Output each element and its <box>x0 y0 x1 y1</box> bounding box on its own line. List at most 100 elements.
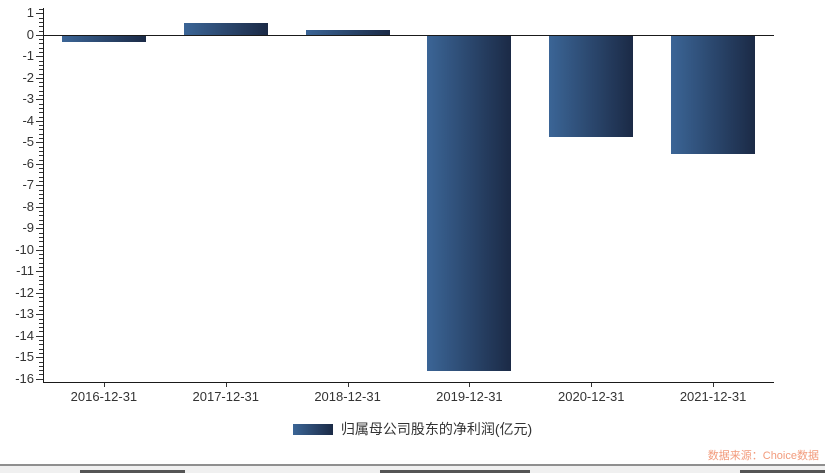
y-axis-label: 1 <box>26 5 34 21</box>
bar-2018-12-31[interactable] <box>305 30 390 35</box>
y-axis-tick <box>36 34 43 36</box>
y-axis-minor-tick <box>39 64 43 66</box>
y-axis-minor-tick <box>39 9 43 11</box>
x-axis-tick <box>591 382 593 387</box>
y-axis-tick <box>36 120 43 122</box>
y-axis-minor-tick <box>39 361 43 363</box>
cutoff-text-fragment <box>740 470 825 473</box>
y-axis-minor-tick <box>39 352 43 354</box>
y-axis-minor-tick <box>39 112 43 114</box>
y-axis-tick <box>36 335 43 337</box>
y-axis-minor-tick <box>39 107 43 109</box>
y-axis-tick <box>36 142 43 144</box>
y-axis-label: 0 <box>26 26 34 42</box>
y-axis-minor-tick <box>39 172 43 174</box>
y-axis-minor-tick <box>39 279 43 281</box>
x-axis-tick <box>347 382 349 387</box>
y-axis-tick <box>36 56 43 58</box>
y-axis-tick <box>36 292 43 294</box>
y-axis-minor-tick <box>39 245 43 247</box>
zero-line <box>43 34 774 36</box>
y-axis-minor-tick <box>39 262 43 264</box>
y-axis-tick <box>36 99 43 101</box>
y-axis-minor-tick <box>39 47 43 49</box>
x-axis-tick <box>469 382 471 387</box>
y-axis-minor-tick <box>39 305 43 307</box>
cutoff-text-fragment <box>380 470 530 473</box>
y-axis-tick <box>36 185 43 187</box>
bar-2019-12-31[interactable] <box>427 34 512 372</box>
y-axis-minor-tick <box>39 344 43 346</box>
y-axis-minor-tick <box>39 224 43 226</box>
y-axis-minor-tick <box>39 288 43 290</box>
y-axis-minor-tick <box>39 26 43 28</box>
y-axis-minor-tick <box>39 189 43 191</box>
chart-legend: 归属母公司股东的净利润(亿元) <box>0 419 825 439</box>
y-axis-label: -12 <box>15 284 34 300</box>
y-axis-label: -9 <box>22 220 34 236</box>
y-axis-minor-tick <box>39 159 43 161</box>
y-axis-tick <box>36 378 43 380</box>
bar-2017-12-31[interactable] <box>183 23 268 35</box>
x-axis-label: 2016-12-31 <box>70 389 138 404</box>
y-axis-minor-tick <box>39 69 43 71</box>
y-axis-tick <box>36 206 43 208</box>
y-axis-minor-tick <box>39 215 43 217</box>
y-axis-minor-tick <box>39 21 43 23</box>
y-axis-label: -7 <box>22 177 34 193</box>
y-axis-minor-tick <box>39 236 43 238</box>
y-axis-minor-tick <box>39 193 43 195</box>
y-axis-minor-tick <box>39 309 43 311</box>
y-axis-label: -6 <box>22 155 34 171</box>
y-axis-minor-tick <box>39 82 43 84</box>
x-axis-label: 2020-12-31 <box>558 389 625 404</box>
cutoff-text-fragment <box>80 470 185 473</box>
y-axis-minor-tick <box>39 95 43 97</box>
y-axis-minor-tick <box>39 370 43 372</box>
y-axis-minor-tick <box>39 86 43 88</box>
y-axis-label: -8 <box>22 198 34 214</box>
y-axis-label: -3 <box>22 91 34 107</box>
y-axis-minor-tick <box>39 138 43 140</box>
bar-2016-12-31[interactable] <box>61 34 146 43</box>
bar-chart-plot-area: 2016-12-31 2017-12-31 2018-12-31 2019-12-31… <box>15 5 774 404</box>
y-axis-minor-tick <box>39 181 43 183</box>
y-axis-minor-tick <box>39 90 43 92</box>
y-axis-minor-tick <box>39 129 43 131</box>
y-axis-minor-tick <box>39 365 43 367</box>
y-axis-tick <box>36 314 43 316</box>
y-axis-minor-tick <box>39 297 43 299</box>
x-axis-label: 2017-12-31 <box>192 389 260 404</box>
y-axis-minor-tick <box>39 39 43 41</box>
y-axis-minor-tick <box>39 327 43 329</box>
y-axis-minor-tick <box>39 267 43 268</box>
bar-2021-12-31[interactable] <box>671 34 756 154</box>
bar-2020-12-31[interactable] <box>549 34 634 138</box>
x-axis-label: 2018-12-31 <box>314 389 381 404</box>
y-axis-tick <box>36 357 43 359</box>
y-axis-minor-tick <box>39 241 43 243</box>
y-axis-minor-tick <box>39 176 43 178</box>
y-axis-label: -11 <box>16 263 34 279</box>
y-axis-label: -5 <box>22 134 34 150</box>
legend-swatch <box>292 423 333 435</box>
y-axis-minor-tick <box>39 348 43 350</box>
y-axis-label: -15 <box>15 349 34 365</box>
y-axis-minor-tick <box>39 198 43 200</box>
y-axis-minor-tick <box>39 232 43 234</box>
y-axis-minor-tick <box>39 168 43 170</box>
y-axis-label: -1 <box>22 48 34 64</box>
y-axis-label: -14 <box>15 327 34 343</box>
y-axis-label: -2 <box>22 69 34 85</box>
y-axis-minor-tick <box>39 301 43 303</box>
y-axis-minor-tick <box>39 331 43 333</box>
y-axis-minor-tick <box>39 219 43 221</box>
y-axis-line <box>43 8 44 382</box>
y-axis-tick <box>36 228 43 230</box>
y-axis-minor-tick <box>39 103 43 105</box>
x-axis-label: 2021-12-31 <box>679 389 747 404</box>
y-axis-tick <box>36 163 43 165</box>
legend-item[interactable]: 归属母公司股东的净利润(亿元) <box>292 419 532 439</box>
y-axis-minor-tick <box>39 150 43 152</box>
y-axis-tick <box>36 77 43 79</box>
